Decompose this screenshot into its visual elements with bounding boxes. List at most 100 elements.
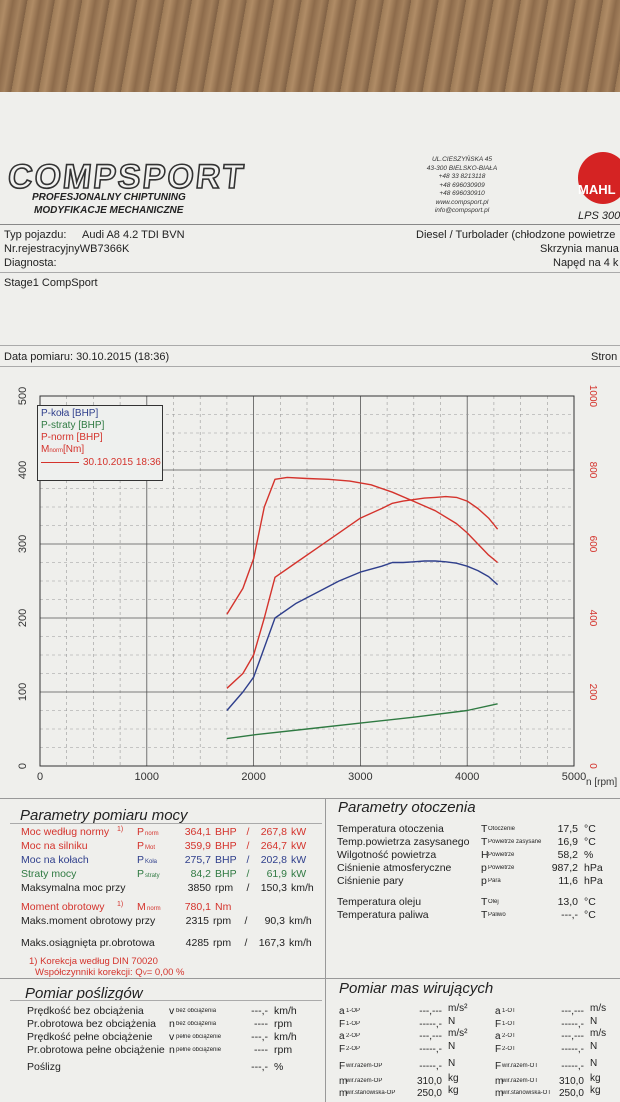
env-label: Wilgotność powietrza: [337, 849, 437, 861]
mass-row: a1-OT ---,--- m/s: [495, 1003, 620, 1017]
slip-unit: km/h: [274, 1031, 297, 1043]
env-row: Wilgotność powietrza HPowietrze 58,2%: [337, 849, 620, 862]
mass-row: a1-OP ---,--- m/s²: [339, 1003, 489, 1017]
slip-row: Prędkość pełne obciążenie v pełne obciążen…: [27, 1031, 322, 1044]
header-rule: [0, 224, 620, 225]
power-row-symbol: P: [137, 826, 145, 838]
env-row: Ciśnienie pary pPara 11,6 hPa: [337, 875, 620, 888]
power-row-value1: 3850: [187, 882, 211, 894]
env-symbol-sub: Powietrze: [488, 865, 515, 871]
vehicle-type-label: Typ pojazdu:: [4, 229, 67, 241]
legend-m-sub: norm: [49, 448, 64, 454]
series-line-2: [226, 495, 499, 689]
address-line: UL.CIESZYŃSKA 45: [431, 156, 493, 163]
x-tick-label: 1000: [135, 771, 159, 783]
legend-p-kola: P-koła [BHP]: [41, 408, 99, 419]
engine-type: Diesel / Turbolader (chłodzone powietrze: [416, 229, 616, 241]
env-row: Temperatura oleju TOlej 13,0 °C: [337, 896, 620, 909]
power-row-value1: 275,7: [184, 854, 211, 866]
environment-table: Temperatura otoczenia TOtoczenie 17,5 °C Tem…: [337, 823, 620, 922]
chart-series: [226, 476, 499, 740]
mass-symbol: m: [339, 1075, 348, 1087]
power-row-unit2: kW: [291, 868, 307, 880]
rule: [0, 345, 620, 346]
slip-label: Poślizg: [27, 1061, 61, 1073]
power-row-symbol-sub: Mot: [145, 845, 156, 851]
mass-row: mwir.stanowiska-OP 250,0 kg: [339, 1085, 489, 1099]
slip-row: Poślizg ---,-%: [27, 1061, 322, 1074]
mass-symbol: a: [339, 1006, 345, 1017]
power-row: Maksymalna moc przy 3850 rpm / 150,3 km/h: [21, 882, 321, 896]
mass-symbol-sub: 2-OP: [346, 1033, 361, 1039]
address-line: 43-300 BIELSKO-BIAŁA: [426, 164, 498, 172]
rule: [0, 366, 620, 367]
tuning-stage: Stage1 CompSport: [4, 277, 98, 289]
env-symbol: T: [481, 823, 488, 835]
slip-label: Prędkość pełne obciążenie: [27, 1031, 153, 1043]
env-unit: °C: [584, 823, 596, 835]
mass-row: a2-OP ---,--- m/s²: [339, 1028, 489, 1042]
slip-label: Pr.obrotowa pełne obciążenie: [27, 1044, 165, 1056]
slip-label: Prędkość bez obciążenia: [27, 1005, 144, 1017]
env-label: Temperatura paliwa: [337, 909, 429, 921]
mass-value: 310,0: [416, 1075, 442, 1087]
power-row-label: Moc na kołach: [21, 854, 89, 866]
mass-symbol: F: [339, 1018, 346, 1030]
env-value: 17,5: [557, 823, 578, 835]
mass-symbol-sub: wir.stanowiska-OT: [502, 1090, 550, 1096]
env-symbol-sub: Para: [488, 878, 501, 884]
mass-row: Fwir.razem-OT -----,- N: [495, 1058, 620, 1072]
slip-label: Pr.obrotowa bez obciążenia: [27, 1018, 156, 1030]
y-left-tick-label: 400: [17, 461, 29, 479]
correction-value: = 0,00 %: [146, 967, 185, 978]
mass-value: ---,---: [419, 1006, 442, 1017]
rule: [10, 1000, 322, 1001]
slip-symbol-sub: bez obciążenia: [176, 1021, 217, 1027]
mass-row: F2-OT -----,- N: [495, 1041, 620, 1055]
address-line: +48 696030910: [439, 190, 485, 197]
env-value: ---,-: [561, 909, 578, 921]
rule: [0, 978, 620, 979]
dyno-chart: 0 1000 2000 3000 4000 50000100200300400500020…: [17, 385, 598, 783]
mass-symbol-sub: 2-OT: [502, 1045, 516, 1052]
slip-unit: km/h: [274, 1005, 297, 1017]
torque-speed-value: 90,3: [264, 915, 285, 927]
gearbox-type: Skrzynia manua: [540, 243, 619, 255]
x-tick-label: 3000: [348, 771, 372, 783]
rule: [0, 272, 620, 273]
slip-symbol: n: [169, 1044, 175, 1056]
mass-symbol-sub: 2-OP: [346, 1045, 361, 1052]
power-row: Moc na silniku PMot 359,9 BHP / 264,7 kW: [21, 840, 321, 854]
slip-table: Prędkość bez obciążenia v bez obciążenia --…: [27, 1005, 322, 1074]
mass-value: ---,---: [561, 1006, 584, 1017]
legend-m-norm: Mnorm[Nm]: [41, 444, 159, 457]
env-unit: °C: [584, 896, 596, 908]
env-label: Ciśnienie atmosferyczne: [337, 862, 452, 874]
mass-value: -----,-: [419, 1018, 442, 1030]
torque-rpm-unit: rpm: [213, 915, 232, 927]
env-symbol: p: [481, 862, 487, 874]
correction-factor: Współczynniki korekcji: QV= 0,00 %: [21, 967, 321, 978]
env-value: 11,6: [558, 875, 578, 887]
env-label: Temperatura otoczenia: [337, 823, 444, 835]
legend-p-straty: P-straty [BHP]: [41, 420, 105, 431]
dyno-model: LPS 300: [578, 210, 620, 222]
correction-note: 1) Korekcja według DIN 70020: [29, 956, 158, 967]
mass-symbol: m: [339, 1088, 348, 1099]
mass-symbol-sub: wir.razem-OP: [346, 1077, 383, 1084]
measurement-date: Data pomiaru: 30.10.2015 (18:36): [4, 351, 170, 363]
max-rpm-unit: rpm: [213, 937, 232, 949]
mass-row: mwir.razem-OT 310,0 kg: [495, 1073, 620, 1087]
slip-symbol: n: [169, 1018, 175, 1030]
correction-label: Współczynniki korekcji: Q: [35, 967, 143, 978]
power-row-symbol-sub: Koła: [145, 859, 158, 865]
slip-title: Pomiar poślizgów: [25, 985, 143, 1002]
env-symbol-sub: Olej: [488, 899, 499, 905]
env-label: Temp.powietrza zasysanego: [337, 836, 470, 848]
address-line: info@compsport.pl: [434, 207, 490, 214]
y-left-tick-label: 0: [17, 763, 29, 769]
env-symbol-sub: Paliwo: [488, 912, 506, 918]
tagline-mechanical: MODYFIKACJE MECHANICZNE: [34, 205, 184, 216]
